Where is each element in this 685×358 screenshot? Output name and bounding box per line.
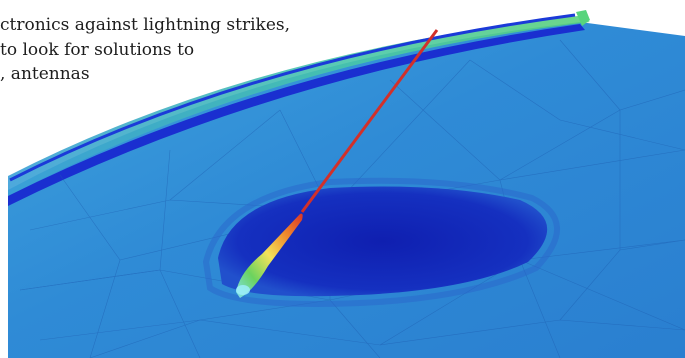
strike-hotspot — [236, 213, 303, 298]
hotspot-core — [236, 285, 250, 295]
caption-line-1: ctronics against lightning strikes, — [0, 15, 291, 35]
right-rim — [576, 10, 590, 26]
lightning-channel — [300, 29, 439, 213]
caption-text: ctronics against lightning strikes, to l… — [0, 13, 360, 87]
burn-region-halo — [202, 177, 560, 307]
edge-top-line — [9, 13, 576, 182]
caption-line-3: , antennas — [0, 64, 90, 84]
caption-line-2: to look for solutions to — [0, 39, 195, 60]
